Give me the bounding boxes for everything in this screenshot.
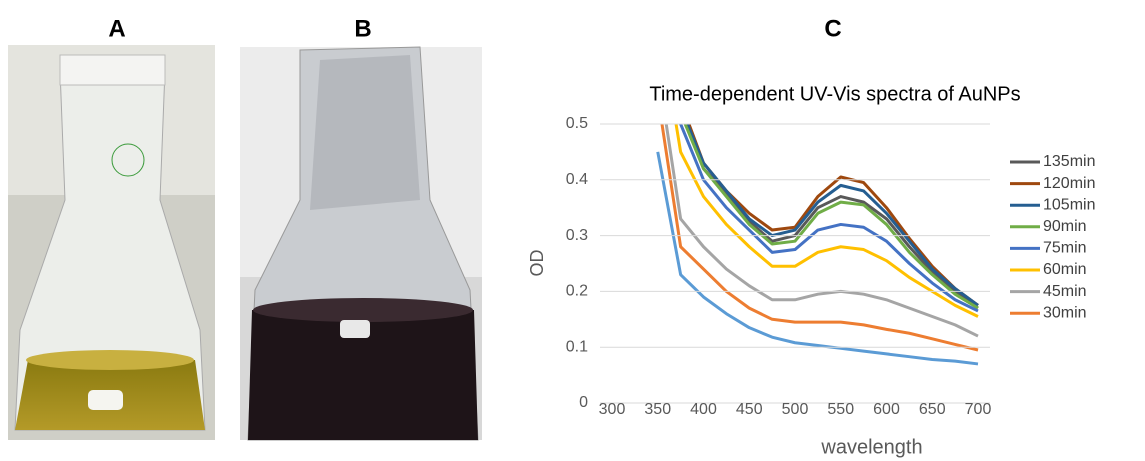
- series-line: [679, 124, 979, 313]
- y-tick-label: 0.4: [566, 171, 588, 188]
- x-tick-label: 600: [873, 401, 900, 418]
- legend-label: 135min: [1043, 153, 1095, 170]
- x-tick-label: 300: [599, 401, 626, 418]
- panel-label: B: [354, 15, 371, 42]
- legend-label: 60min: [1043, 261, 1087, 278]
- series-line: [683, 124, 979, 310]
- x-tick-label: 650: [919, 401, 946, 418]
- y-tick-label: 0: [579, 394, 588, 411]
- x-tick-label: 350: [644, 401, 671, 418]
- legend-label: 75min: [1043, 240, 1087, 257]
- x-tick-label: 700: [965, 401, 992, 418]
- x-tick-label: 500: [782, 401, 809, 418]
- plot-area: [656, 124, 979, 366]
- legend-label: 105min: [1043, 196, 1095, 213]
- x-tick-label: 400: [690, 401, 717, 418]
- panel-label: C: [824, 15, 841, 42]
- legend-label: 90min: [1043, 218, 1087, 235]
- series-line: [685, 124, 979, 307]
- x-axis-label: wavelength: [820, 436, 922, 458]
- series-line: [674, 124, 979, 318]
- y-tick-label: 0.2: [566, 283, 588, 300]
- panel-label: A: [108, 15, 125, 42]
- photo-b: [240, 46, 482, 441]
- y-tick-label: 0.1: [566, 338, 588, 355]
- legend-label: 120min: [1043, 175, 1095, 192]
- series-line: [660, 124, 979, 352]
- series-line: [687, 124, 979, 307]
- y-tick-label: 0.3: [566, 227, 588, 244]
- series-line: [656, 151, 979, 366]
- x-tick-label: 450: [736, 401, 763, 418]
- legend-label: 45min: [1043, 283, 1087, 300]
- y-tick-label: 0.5: [566, 115, 588, 132]
- x-tick-label: 550: [827, 401, 854, 418]
- series-line: [664, 124, 979, 338]
- y-axis-label: OD: [527, 249, 547, 276]
- legend-label: 30min: [1043, 304, 1087, 321]
- chart-title: Time-dependent UV-Vis spectra of AuNPs: [649, 83, 1020, 105]
- photo-a: [8, 45, 215, 440]
